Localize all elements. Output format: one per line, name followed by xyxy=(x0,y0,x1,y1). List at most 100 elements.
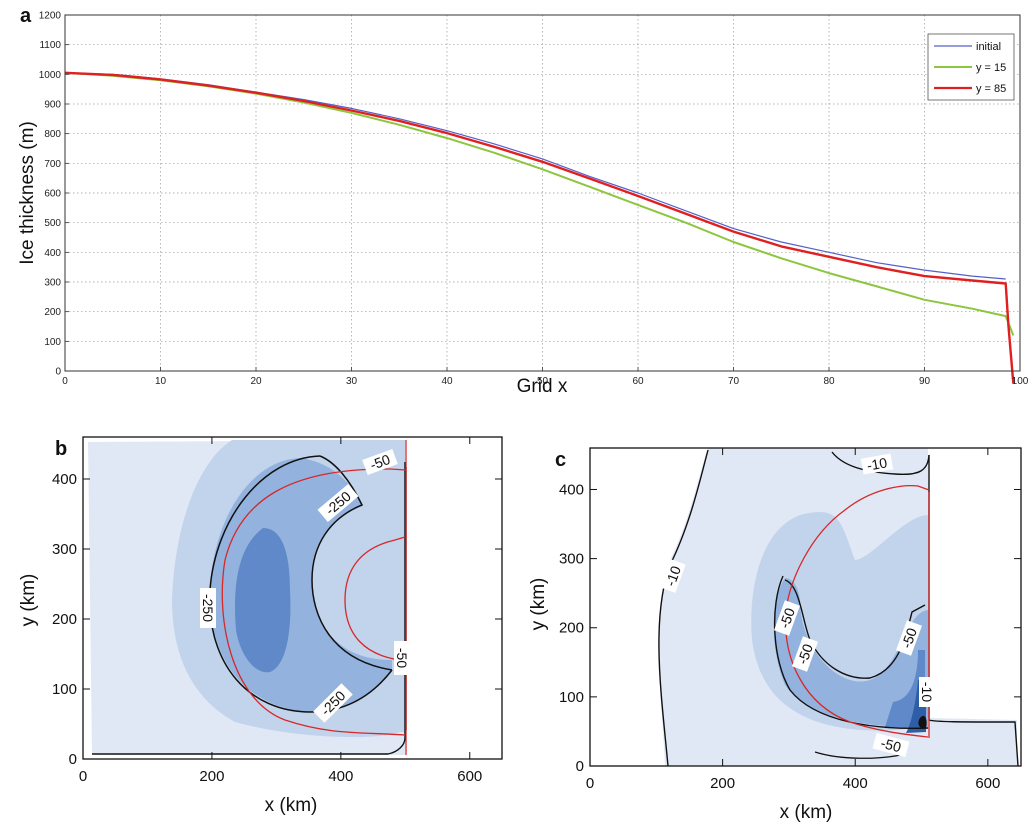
y-tick-label: 300 xyxy=(559,551,584,568)
panel-a-x-ticks: 0 10 20 30 40 50 60 70 80 90 100 xyxy=(62,367,1029,387)
panel-b-contour-label-5: -50 xyxy=(394,641,410,675)
panel-a-y-axis-label: Ice thickness (m) xyxy=(17,121,38,265)
x-tick-label: 90 xyxy=(919,376,931,387)
panel-c-contour-label-1: -10 xyxy=(860,453,894,475)
svg-text:-10: -10 xyxy=(866,454,889,473)
legend-label-y15: y = 15 xyxy=(976,62,1006,74)
x-tick-label: 70 xyxy=(728,376,740,387)
panel-c-fields xyxy=(590,448,1021,766)
panel-c-contour-label-3: -50 xyxy=(774,600,800,636)
y-tick-label: 800 xyxy=(44,129,61,140)
y-tick-label: 100 xyxy=(559,689,584,706)
x-tick-label: 20 xyxy=(250,376,262,387)
panel-a-y-ticks: 0 100 200 300 400 500 600 700 800 900 1000 1100 1200 xyxy=(39,11,69,378)
y-tick-label: 300 xyxy=(52,541,77,558)
svg-text:-50: -50 xyxy=(898,626,920,651)
panel-a: a 0 10 20 30 40 50 60 70 80 90 100 0 100 200 300 400 50… xyxy=(17,5,1029,397)
panel-b-y-axis-label: y (km) xyxy=(18,574,39,627)
y-tick-label: 100 xyxy=(44,337,61,348)
panel-c-contour-label-2: -10 xyxy=(660,559,686,593)
legend-label-y85: y = 85 xyxy=(976,83,1006,95)
panel-c-contour-label-4: -50 xyxy=(792,636,818,672)
legend-label-initial: initial xyxy=(976,41,1001,53)
x-tick-label: 80 xyxy=(823,376,835,387)
y-tick-label: 400 xyxy=(44,248,61,259)
panel-c-contour-10-top xyxy=(831,451,930,476)
y-tick-label: 400 xyxy=(559,481,584,498)
panel-c-contour-bottom xyxy=(814,751,906,759)
svg-text:-10: -10 xyxy=(662,564,684,589)
x-tick-label: 0 xyxy=(62,376,68,387)
panel-b: b -50 -250 xyxy=(18,436,503,816)
x-tick-label: 400 xyxy=(843,775,868,792)
panel-b-letter: b xyxy=(55,438,67,460)
y-tick-label: 0 xyxy=(55,367,61,378)
panel-b-fields xyxy=(88,440,405,755)
panel-c-frame xyxy=(589,447,1022,767)
panel-b-contour-250 xyxy=(209,455,393,713)
x-tick-label: 10 xyxy=(155,376,167,387)
x-tick-label: 600 xyxy=(457,768,482,785)
y-tick-label: 600 xyxy=(44,189,61,200)
panel-c-contour-label-6: -10 xyxy=(919,677,935,707)
y-tick-label: 1000 xyxy=(39,70,62,81)
panel-c-dark-spot xyxy=(918,715,927,729)
panel-c-contour-50-outer xyxy=(773,575,929,729)
panel-a-letter: a xyxy=(20,5,32,27)
x-tick-label: 60 xyxy=(632,376,644,387)
svg-text:-50: -50 xyxy=(879,735,903,756)
x-tick-label: 400 xyxy=(328,768,353,785)
y-tick-label: 200 xyxy=(559,620,584,637)
svg-text:-50: -50 xyxy=(394,648,410,668)
x-tick-label: 0 xyxy=(586,775,594,792)
panel-c-field-mid xyxy=(773,578,928,728)
y-tick-label: 300 xyxy=(44,278,61,289)
y-tick-label: 200 xyxy=(52,611,77,628)
y-tick-label: 1100 xyxy=(39,40,61,51)
y-tick-label: 400 xyxy=(52,471,77,488)
panel-b-y-ticks: 0 100 200 300 400 xyxy=(52,471,502,768)
x-tick-label: 40 xyxy=(441,376,453,387)
panel-c-letter: c xyxy=(555,449,566,471)
y-tick-label: 200 xyxy=(44,307,61,318)
panel-b-grounding-line-outer xyxy=(221,468,407,736)
panel-a-series xyxy=(64,71,1015,384)
y-tick-label: 0 xyxy=(69,751,77,768)
y-tick-label: 500 xyxy=(44,218,61,229)
svg-text:-250: -250 xyxy=(200,594,216,622)
y-tick-label: 900 xyxy=(44,100,61,111)
panel-b-contour-label-3: -250 xyxy=(200,588,216,628)
panel-b-x-ticks: 0 200 400 600 xyxy=(79,437,482,785)
panel-b-x-axis-label: x (km) xyxy=(265,795,318,816)
panel-b-contour-label-1: -50 xyxy=(362,449,398,475)
svg-text:-50: -50 xyxy=(368,451,393,473)
svg-text:-50: -50 xyxy=(776,606,798,631)
panel-b-grounding-line-inner xyxy=(344,536,406,661)
panel-b-field-dark xyxy=(235,528,291,673)
svg-text:-10: -10 xyxy=(919,682,935,702)
svg-text:-50: -50 xyxy=(794,642,816,667)
y-tick-label: 0 xyxy=(576,758,584,775)
x-tick-label: 600 xyxy=(975,775,1000,792)
panel-b-contour-50 xyxy=(92,462,406,755)
panel-c-contour-label-7: -50 xyxy=(872,732,910,758)
panel-c-x-axis-label: x (km) xyxy=(780,802,833,823)
panel-a-legend: initial y = 15 y = 85 xyxy=(927,33,1015,101)
panel-b-frame xyxy=(82,436,503,760)
y-tick-label: 1200 xyxy=(39,11,62,22)
x-tick-label: 100 xyxy=(1012,376,1029,387)
panel-c-y-ticks: 0 100 200 300 400 xyxy=(559,481,1021,775)
panel-c-x-ticks: 0 200 400 600 xyxy=(586,448,1000,792)
panel-a-x-axis-label: Grid x xyxy=(517,376,568,397)
panel-c: c -10 -10 xyxy=(528,447,1022,823)
panel-a-grid xyxy=(65,15,1020,371)
y-tick-label: 700 xyxy=(44,159,61,170)
x-tick-label: 200 xyxy=(710,775,735,792)
panel-b-contour-250-inner xyxy=(311,455,393,671)
x-tick-label: 50 xyxy=(537,376,549,387)
x-tick-label: 200 xyxy=(199,768,224,785)
panel-c-y-axis-label: y (km) xyxy=(528,578,549,631)
y-tick-label: 100 xyxy=(52,681,77,698)
panel-c-contour-label-5: -50 xyxy=(896,620,922,656)
